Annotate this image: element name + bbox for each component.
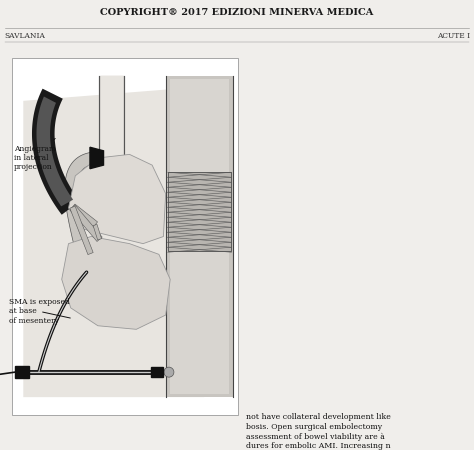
Text: ACUTE I: ACUTE I [437, 32, 470, 40]
Polygon shape [70, 205, 102, 242]
Polygon shape [93, 225, 101, 240]
Bar [168, 172, 231, 251]
Text: not have collateral development like: not have collateral development like [246, 413, 391, 421]
Text: COPYRIGHT® 2017 EDIZIONI MINERVA MEDICA: COPYRIGHT® 2017 EDIZIONI MINERVA MEDICA [100, 8, 374, 17]
Text: SAVLANIA: SAVLANIA [4, 32, 45, 40]
Polygon shape [62, 237, 170, 329]
Polygon shape [23, 86, 204, 397]
Text: dures for embolic AMI. Increasing n: dures for embolic AMI. Increasing n [246, 442, 391, 450]
Bar [15, 366, 29, 378]
Text: Angiogram
in lateral
projection: Angiogram in lateral projection [14, 139, 56, 171]
Polygon shape [32, 89, 80, 215]
Polygon shape [70, 204, 98, 228]
Bar [151, 367, 163, 377]
Polygon shape [70, 206, 93, 255]
Bar [170, 79, 229, 394]
Text: bosis. Open surgical embolectomy: bosis. Open surgical embolectomy [246, 423, 382, 431]
Polygon shape [36, 96, 73, 207]
Text: assessment of bowel viability are à: assessment of bowel viability are à [246, 432, 385, 441]
Bar [168, 172, 231, 251]
Bar [166, 76, 234, 397]
Polygon shape [69, 154, 166, 243]
Bar [12, 58, 238, 415]
Circle shape [164, 367, 174, 377]
Polygon shape [65, 152, 99, 274]
Polygon shape [90, 147, 103, 169]
Text: SMA is exposed
at base
of mesentery: SMA is exposed at base of mesentery [9, 298, 70, 324]
